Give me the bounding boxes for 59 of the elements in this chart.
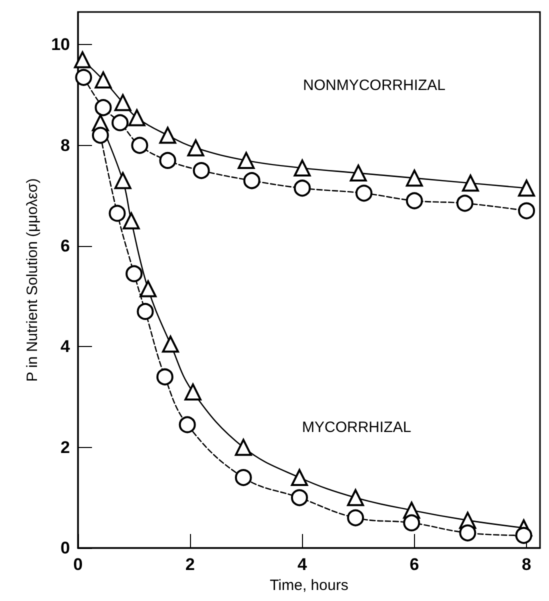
point	[94, 71, 112, 88]
x-tick-label: 6	[410, 555, 420, 574]
x-tick-label: 4	[298, 555, 308, 574]
point	[456, 194, 474, 212]
point	[184, 383, 202, 400]
point	[140, 280, 157, 298]
x-tick-label: 8	[522, 555, 532, 574]
annotation: NONMYCORRHIZAL	[303, 77, 446, 94]
point	[406, 170, 423, 187]
point	[156, 368, 174, 386]
point	[406, 192, 423, 210]
point	[122, 212, 140, 230]
y-axis-title: P in Nutrient Solution (μμολεσ)	[24, 178, 42, 382]
point	[355, 184, 372, 202]
point	[128, 109, 146, 126]
point	[75, 68, 92, 86]
point	[243, 172, 260, 190]
point	[136, 302, 154, 320]
point	[403, 514, 420, 532]
point	[350, 164, 367, 182]
y-tick-label: 2	[60, 438, 70, 457]
point	[114, 172, 132, 190]
point	[178, 416, 196, 434]
point	[462, 174, 479, 192]
point	[518, 202, 536, 220]
y-tick-label: 0	[60, 538, 70, 558]
point	[238, 152, 255, 169]
point	[234, 469, 252, 486]
point	[94, 99, 112, 116]
y-tick-label: 6	[60, 236, 70, 256]
point	[347, 509, 364, 526]
point	[162, 336, 180, 353]
point	[290, 469, 308, 486]
annotation: MYCORRHIZAL	[302, 419, 412, 436]
x-tick-label: 0	[73, 555, 83, 574]
y-tick-label: 10	[51, 35, 70, 54]
point	[126, 265, 143, 282]
point	[294, 180, 311, 197]
point	[515, 526, 532, 544]
point	[192, 162, 210, 180]
point	[459, 524, 476, 542]
point	[112, 114, 129, 132]
point	[234, 438, 252, 456]
point	[114, 94, 132, 112]
point	[518, 180, 536, 197]
point	[290, 489, 308, 506]
point	[92, 126, 109, 144]
x-axis-title: Time, hours	[270, 577, 348, 594]
point	[187, 139, 204, 156]
point	[347, 489, 364, 506]
y-tick-label: 4	[60, 337, 71, 356]
x-tick-label: 2	[185, 555, 195, 574]
point	[294, 160, 311, 177]
point	[159, 152, 176, 169]
point	[131, 136, 148, 154]
point	[159, 126, 176, 144]
y-tick-label: 8	[60, 136, 70, 155]
point	[108, 204, 126, 222]
point	[74, 51, 91, 68]
